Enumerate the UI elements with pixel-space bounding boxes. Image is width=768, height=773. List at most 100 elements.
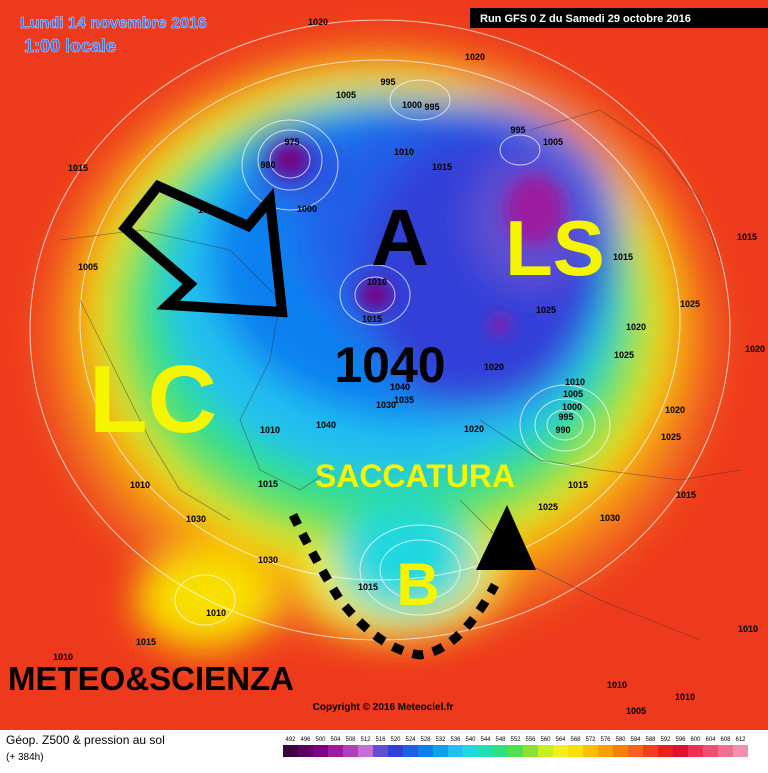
isobar-label: 1025 bbox=[614, 350, 634, 360]
isobar-label: 995 bbox=[558, 412, 573, 422]
scale-cell bbox=[373, 745, 388, 757]
scale-label: 512 bbox=[360, 737, 371, 743]
isobar-label: 1015 bbox=[362, 314, 382, 324]
isobar-label: 1025 bbox=[536, 305, 556, 315]
isobar-label: 1010 bbox=[260, 425, 280, 435]
scale-cell bbox=[673, 745, 688, 757]
isobar-label: 1010 bbox=[394, 147, 414, 157]
scale-label: 520 bbox=[390, 737, 401, 743]
copyright: Copyright © 2016 Meteociel.fr bbox=[313, 702, 454, 713]
isobar-label: 1020 bbox=[465, 52, 485, 62]
scale-cell bbox=[598, 745, 613, 757]
scale-label: 572 bbox=[585, 737, 596, 743]
pressure-label: 1040 bbox=[334, 337, 445, 393]
scale-label: 524 bbox=[405, 737, 416, 743]
isobar-label: 1025 bbox=[538, 502, 558, 512]
isobar-label: 1010 bbox=[738, 624, 758, 634]
color-scale: 492 496 500 504 508 512 516 520 524 528 532 536 540 5… bbox=[283, 737, 748, 757]
scale-label: 492 bbox=[285, 737, 296, 743]
isobar-label: 1010 bbox=[367, 277, 387, 287]
isobar-label: 1020 bbox=[308, 17, 328, 27]
scale-cell bbox=[493, 745, 508, 757]
scale-cell bbox=[328, 745, 343, 757]
isobar-label: 1020 bbox=[484, 362, 504, 372]
scale-cell bbox=[703, 745, 718, 757]
scale-cell bbox=[448, 745, 463, 757]
isobar-label: 1005 bbox=[336, 90, 356, 100]
scale-label: 552 bbox=[510, 737, 521, 743]
scale-cell bbox=[313, 745, 328, 757]
isobar-label: 1030 bbox=[600, 513, 620, 523]
scale-cell bbox=[343, 745, 358, 757]
scale-label: 556 bbox=[525, 737, 536, 743]
isobar-label: 1010 bbox=[607, 680, 627, 690]
scale-label: 560 bbox=[540, 737, 551, 743]
brand: METEO&SCIENZA bbox=[8, 660, 294, 697]
scale-label: 504 bbox=[330, 737, 341, 743]
scale-cell bbox=[658, 745, 673, 757]
scale-label: 564 bbox=[555, 737, 566, 743]
isobar-label: 995 bbox=[424, 102, 439, 112]
isobar-label: 1015 bbox=[737, 232, 757, 242]
isobar-label: 1015 bbox=[676, 490, 696, 500]
scale-label: 576 bbox=[600, 737, 611, 743]
isobar-label: 1010 bbox=[206, 608, 226, 618]
legend-title: Géop. Z500 & pression au sol bbox=[6, 733, 165, 747]
scale-label: 592 bbox=[660, 737, 671, 743]
scale-cell bbox=[628, 745, 643, 757]
scale-label: 532 bbox=[435, 737, 446, 743]
isobar-label: 975 bbox=[284, 137, 299, 147]
isobar-label: 1010 bbox=[565, 377, 585, 387]
isobar-label: 995 bbox=[380, 77, 395, 87]
flow-arrow bbox=[118, 179, 288, 318]
isobar-label: 1000 bbox=[402, 100, 422, 110]
isobar-label: 1005 bbox=[78, 262, 98, 272]
isobar-label: 1020 bbox=[665, 405, 685, 415]
run-info: Run GFS 0 Z du Samedi 29 octobre 2016 bbox=[480, 13, 691, 25]
isobar-label: 1015 bbox=[136, 637, 156, 647]
scale-cell bbox=[733, 745, 748, 757]
scale-cell bbox=[463, 745, 478, 757]
isobar-label: 1035 bbox=[394, 395, 414, 405]
isobar-label: 1025 bbox=[680, 299, 700, 309]
scale-cell bbox=[283, 745, 298, 757]
isobar-label: 1005 bbox=[563, 389, 583, 399]
scale-cell bbox=[643, 745, 658, 757]
scale-label: 528 bbox=[420, 737, 431, 743]
scale-label: 600 bbox=[690, 737, 701, 743]
low-label: B bbox=[396, 551, 439, 618]
coastlines bbox=[59, 109, 741, 641]
scale-cell bbox=[433, 745, 448, 757]
scale-label: 540 bbox=[465, 737, 476, 743]
scale-cell bbox=[583, 745, 598, 757]
isobar-label: 1010 bbox=[130, 480, 150, 490]
trough-line bbox=[288, 513, 499, 660]
isobar-label: 1020 bbox=[464, 424, 484, 434]
scale-cell bbox=[478, 745, 493, 757]
local-time: 1:00 locale bbox=[24, 36, 116, 56]
scale-label: 544 bbox=[480, 737, 491, 743]
high-label: A bbox=[371, 193, 429, 282]
scale-label: 536 bbox=[450, 737, 461, 743]
scale-label: 516 bbox=[375, 737, 386, 743]
isobar-label: 1040 bbox=[390, 382, 410, 392]
isobar-label: 1015 bbox=[568, 480, 588, 490]
isobar-label: 1040 bbox=[316, 420, 336, 430]
isobar-label: 1025 bbox=[661, 432, 681, 442]
scale-cell bbox=[418, 745, 433, 757]
isobar-label: 1030 bbox=[376, 400, 396, 410]
scale-cell bbox=[538, 745, 553, 757]
isobar-label: 1010 bbox=[53, 652, 73, 662]
valid-date: Lundi 14 novembre 2016 bbox=[20, 15, 207, 32]
isobar-label: 1000 bbox=[297, 204, 317, 214]
scale-cell bbox=[298, 745, 313, 757]
scale-label: 568 bbox=[570, 737, 581, 743]
trough-label: SACCATURA bbox=[315, 458, 515, 494]
isobars bbox=[29, 19, 731, 641]
isobar-label: 1005 bbox=[626, 706, 646, 716]
run-box bbox=[470, 8, 768, 28]
scale-cell bbox=[688, 745, 703, 757]
isobar-label: 980 bbox=[260, 160, 275, 170]
isobar-label: 1015 bbox=[68, 163, 88, 173]
